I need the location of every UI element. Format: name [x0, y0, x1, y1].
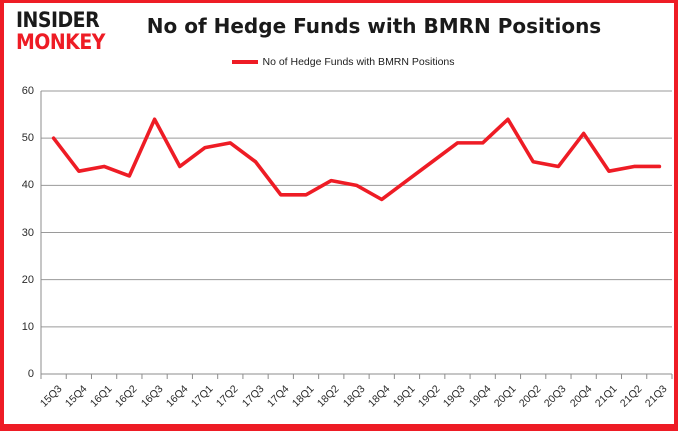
- legend-color-swatch: [231, 60, 258, 64]
- y-axis-tick-label: 30: [21, 226, 34, 239]
- data-series-line: [51, 117, 662, 202]
- bottom-accent-rule: [4, 424, 678, 431]
- page-title: No of Hedge Funds with BMRN Positions: [146, 14, 602, 38]
- logo-line-1: INSIDER: [16, 8, 100, 32]
- logo-line-2: MONKEY: [16, 30, 105, 54]
- top-accent-rule: [4, 0, 678, 3]
- y-axis-tick-label: 10: [21, 320, 34, 333]
- y-axis-tick-label: 40: [21, 179, 34, 192]
- y-axis-tick-label: 60: [21, 85, 34, 97]
- chart-legend: No of Hedge Funds with BMRN Positions: [4, 56, 678, 68]
- insider-monkey-logo: INSIDER MONKEY: [16, 10, 134, 56]
- y-axis-tick-label: 0: [27, 368, 34, 380]
- y-axis-tick-label: 50: [21, 132, 34, 145]
- line-chart-svg: [40, 90, 673, 379]
- legend-label: No of Hedge Funds with BMRN Positions: [262, 56, 455, 68]
- chart-plot-area: 0 10 20 30 40 50 60 15Q3 15Q4 16Q1 16Q2 16Q3 16Q4 17Q…: [4, 0, 678, 431]
- y-axis-tick-label: 20: [21, 273, 34, 286]
